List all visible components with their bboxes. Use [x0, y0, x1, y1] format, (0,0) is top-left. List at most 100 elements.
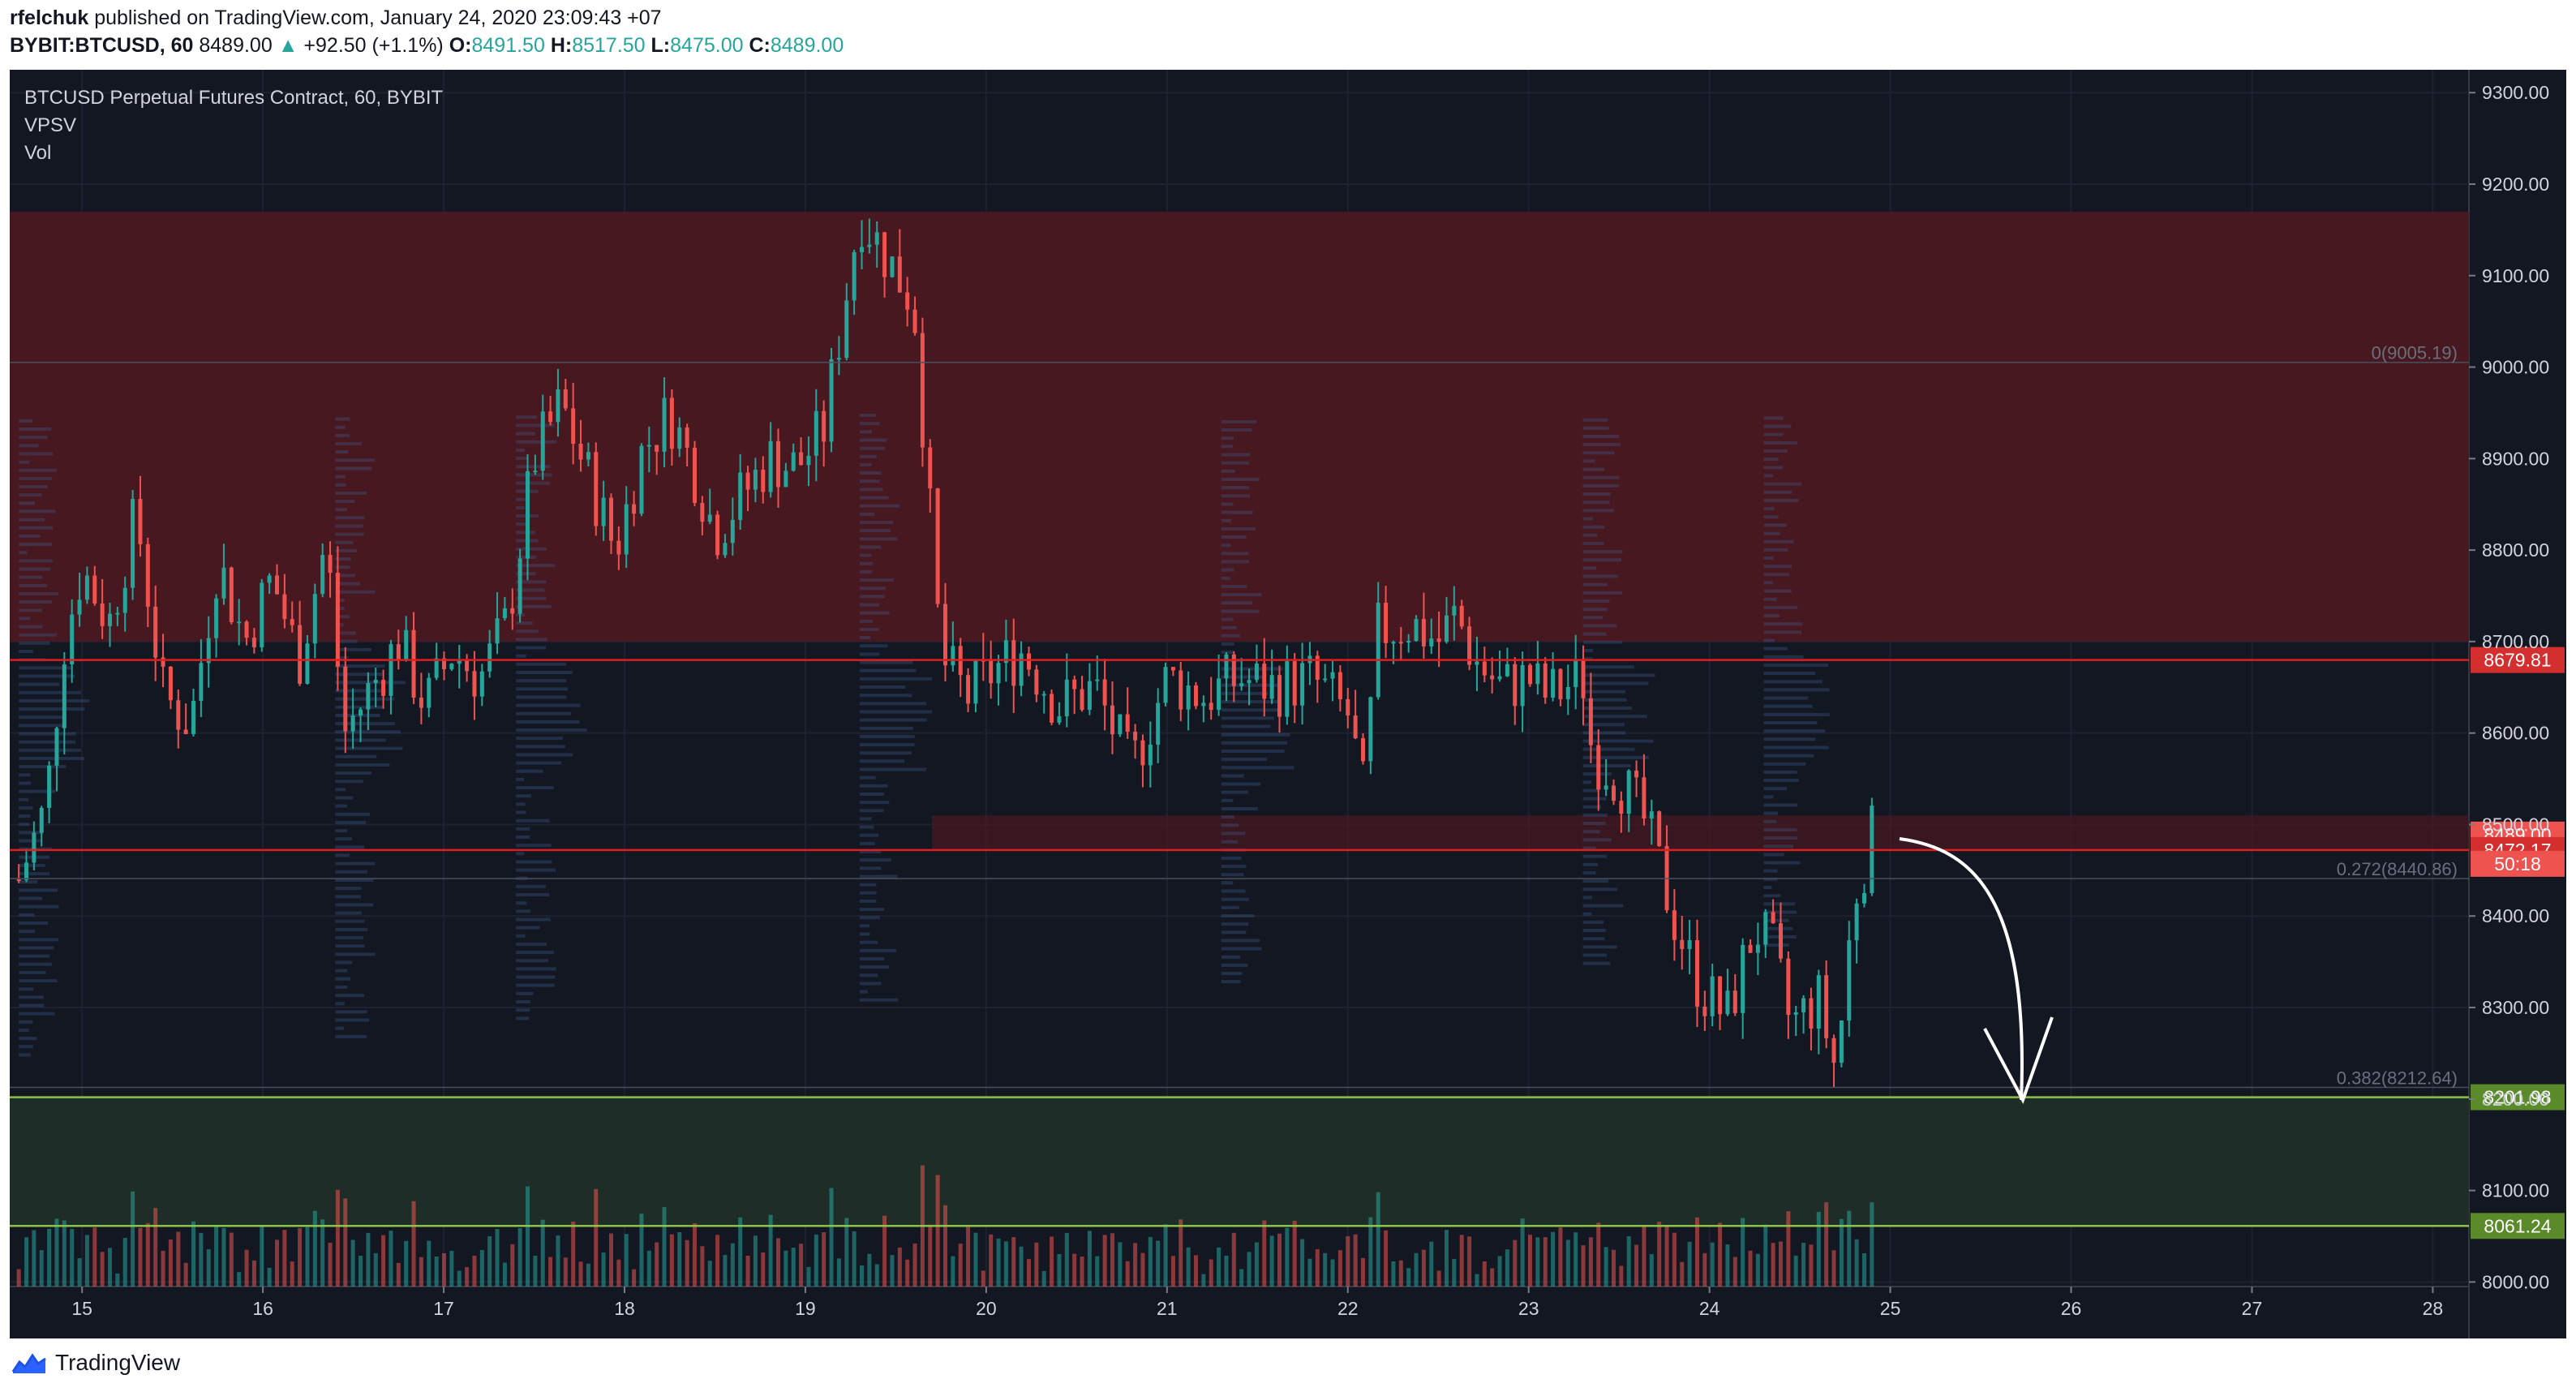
candle-body — [350, 715, 355, 732]
volume-bar — [1376, 1192, 1380, 1287]
brand[interactable]: TradingView — [11, 1347, 180, 1379]
profile-row — [335, 615, 350, 619]
price-tick-label: 8900.00 — [2482, 448, 2549, 469]
profile-row — [335, 664, 385, 668]
profile-row — [1763, 498, 1799, 502]
volume-bar — [1505, 1249, 1509, 1287]
profile-row — [19, 476, 53, 480]
volume-bar — [77, 1258, 82, 1287]
volume-bar — [632, 1269, 637, 1287]
profile-row — [1763, 762, 1806, 766]
volume-bar — [161, 1250, 165, 1287]
volume-bar — [442, 1252, 447, 1287]
candle-body — [601, 497, 606, 526]
volume-bar — [639, 1214, 644, 1287]
author-name[interactable]: rfelchuk — [10, 6, 89, 29]
profile-row — [516, 810, 526, 814]
volume-bar — [282, 1230, 287, 1287]
profile-row — [1763, 490, 1792, 494]
volume-bar — [829, 1188, 834, 1287]
volume-bar — [1482, 1261, 1487, 1287]
profile-row — [19, 765, 67, 769]
profile-row — [335, 985, 347, 989]
volume-bar — [199, 1232, 204, 1287]
candle-body — [1231, 654, 1236, 686]
brand-name: TradingView — [55, 1350, 181, 1375]
profile-row — [335, 895, 362, 899]
candle-body — [996, 663, 1001, 684]
volume-profile — [19, 414, 1830, 1057]
profile-row — [1582, 665, 1634, 669]
profile-row — [335, 1010, 367, 1014]
profile-row — [19, 617, 31, 621]
profile-row — [19, 1003, 45, 1007]
publish-info: published on TradingView.com, January 24… — [94, 6, 662, 29]
profile-row — [1582, 937, 1605, 941]
profile-row — [516, 975, 556, 979]
profile-row — [1221, 873, 1244, 877]
candle-body — [122, 587, 127, 613]
profile-row — [859, 471, 882, 475]
profile-row — [859, 751, 912, 755]
candle-body — [1269, 675, 1274, 699]
open-label: O: — [449, 34, 472, 57]
profile-row — [859, 619, 873, 623]
volume-bar — [677, 1231, 682, 1287]
volume-bar — [396, 1262, 401, 1287]
price-level-badge — [2471, 647, 2565, 673]
candle-body — [267, 575, 272, 583]
candle-body — [1217, 678, 1221, 711]
volume-bar — [738, 1217, 743, 1287]
candle-body — [517, 558, 522, 614]
candle-body — [312, 594, 317, 644]
tradingview-logo-icon — [11, 1353, 46, 1373]
candle-body — [1292, 661, 1297, 706]
volume-bar — [115, 1273, 120, 1287]
candle-body — [1649, 811, 1654, 819]
profile-row — [1582, 715, 1647, 719]
profile-row — [1763, 869, 1778, 873]
volume-bar — [1513, 1239, 1518, 1287]
candle-body — [183, 729, 188, 734]
symbol[interactable]: BYBIT:BTCUSD, 60 — [10, 34, 194, 57]
profile-row — [19, 748, 81, 752]
profile-row — [1582, 632, 1607, 636]
candle-body — [229, 567, 234, 622]
candle-body — [16, 879, 21, 882]
profile-row — [859, 537, 898, 541]
candle-body — [874, 232, 879, 245]
profile-row — [516, 852, 525, 856]
volume-bar — [1095, 1256, 1100, 1287]
profile-row — [859, 866, 882, 870]
candle-body — [1057, 715, 1062, 723]
volume-bar — [806, 1266, 811, 1287]
candle-body — [1558, 668, 1563, 699]
profile-row — [1763, 729, 1826, 733]
profile-row — [1221, 502, 1234, 506]
volume-bar — [381, 1235, 386, 1287]
profile-row — [516, 942, 547, 946]
profile-row — [1582, 467, 1604, 471]
volume-bar — [1360, 1257, 1365, 1287]
price-chart[interactable]: 0(9005.19) 0.272(8440.86) 0.382(8212.64) 86… — [10, 70, 2566, 1338]
volume-bar — [1649, 1254, 1654, 1287]
profile-row — [335, 927, 368, 931]
volume-bar — [1748, 1250, 1753, 1287]
profile-row — [516, 753, 573, 757]
profile-row — [1582, 945, 1617, 949]
profile-row — [335, 944, 365, 948]
profile-row — [335, 837, 352, 841]
profile-row — [1763, 647, 1788, 651]
profile-row — [335, 466, 372, 470]
publish-line: rfelchuk published on TradingView.com, J… — [10, 6, 662, 30]
candle-body — [1748, 944, 1753, 953]
candle-body — [1209, 702, 1213, 711]
profile-row — [859, 891, 877, 895]
volume-bar — [183, 1262, 188, 1287]
candle-body — [814, 410, 818, 456]
volume-bar — [479, 1249, 484, 1287]
candle-body — [761, 470, 766, 492]
volume-bar — [176, 1231, 181, 1287]
profile-row — [1763, 458, 1779, 462]
profile-row — [1763, 548, 1788, 552]
